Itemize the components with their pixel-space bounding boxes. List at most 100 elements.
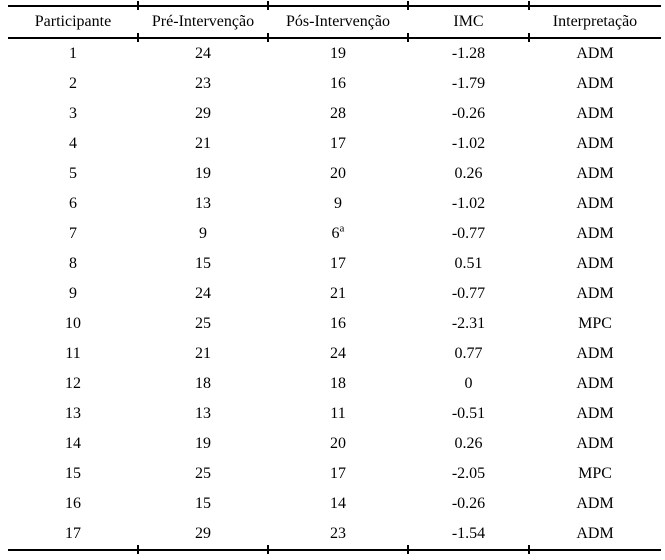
- participants-table: Participante Pré-Intervenção Pós-Interve…: [8, 1, 661, 554]
- table-row: 3 29 28 -0.26 ADM: [8, 99, 661, 129]
- table-cell: 5: [69, 165, 77, 182]
- table-row: 2 23 16 -1.79 ADM: [8, 69, 661, 99]
- table-cell: 19: [195, 165, 211, 182]
- table-cell: -1.02: [451, 135, 486, 152]
- table-cell: 19: [330, 45, 346, 62]
- table-header-row: Participante Pré-Intervenção Pós-Interve…: [8, 7, 661, 37]
- table-cell: 13: [65, 405, 81, 422]
- table-cell: 29: [195, 105, 211, 122]
- table-cell: 16: [330, 315, 346, 332]
- table-cell: ADM: [576, 225, 614, 242]
- table-cell: 7: [69, 225, 77, 242]
- table-row: 14 19 20 0.26 ADM: [8, 429, 661, 459]
- table-cell: 21: [195, 135, 211, 152]
- table-row: 7 9 6a -0.77 ADM: [8, 219, 661, 249]
- table-cell: 0.26: [454, 165, 483, 182]
- table-cell: 29: [195, 525, 211, 542]
- table-cell: ADM: [576, 195, 614, 212]
- table-row: 17 29 23 -1.54 ADM: [8, 519, 661, 549]
- table-row: 16 15 14 -0.26 ADM: [8, 489, 661, 519]
- table-body: 1 24 19 -1.28 ADM 2 23 16 -1.79 ADM 3 29 28 -0.26 ADM 4…: [8, 39, 661, 549]
- table-cell: 15: [195, 495, 211, 512]
- column-header-pos-intervencao: Pós-Intervenção: [286, 13, 390, 30]
- table-cell: 10: [65, 315, 81, 332]
- table-cell: 4: [69, 135, 77, 152]
- table-cell: 11: [330, 405, 346, 422]
- table-row: 13 13 11 -0.51 ADM: [8, 399, 661, 429]
- column-divider-tick: [267, 1, 269, 10]
- column-divider-tick: [267, 33, 269, 42]
- table-top-rule: [8, 1, 661, 10]
- table-row: 6 13 9 -1.02 ADM: [8, 189, 661, 219]
- column-divider-tick: [407, 33, 409, 42]
- table-cell: 17: [65, 525, 81, 542]
- header-separator-rule: [8, 33, 661, 42]
- table-cell: 15: [195, 255, 211, 272]
- table-cell: 18: [330, 375, 346, 392]
- table-cell: 28: [330, 105, 346, 122]
- table-cell: 14: [65, 435, 81, 452]
- table-cell: ADM: [576, 375, 614, 392]
- table-cell: ADM: [576, 495, 614, 512]
- table-row: 12 18 18 0 ADM: [8, 369, 661, 399]
- table-row: 8 15 17 0.51 ADM: [8, 249, 661, 279]
- table-cell: 20: [330, 165, 346, 182]
- table-cell: 3: [69, 105, 77, 122]
- table-cell: MPC: [578, 465, 612, 482]
- table-cell: 17: [330, 255, 346, 272]
- column-divider-tick: [528, 545, 530, 554]
- table-cell: ADM: [576, 165, 614, 182]
- table-cell: 23: [330, 525, 346, 542]
- column-divider-tick: [407, 1, 409, 10]
- table-cell: -2.31: [451, 315, 486, 332]
- table-cell: ADM: [576, 405, 614, 422]
- table-row: 15 25 17 -2.05 MPC: [8, 459, 661, 489]
- table-cell: 18: [195, 375, 211, 392]
- column-header-imc: IMC: [453, 13, 484, 30]
- column-divider-tick: [528, 33, 530, 42]
- table-cell: 14: [330, 495, 346, 512]
- table-cell: 12: [65, 375, 81, 392]
- column-header-interpretacao: Interpretação: [552, 13, 638, 30]
- table-cell: -0.51: [451, 405, 486, 422]
- table-cell: -0.26: [451, 495, 486, 512]
- table-cell: 16: [65, 495, 81, 512]
- table-cell: ADM: [576, 345, 614, 362]
- column-divider-tick: [407, 545, 409, 554]
- table-cell: ADM: [576, 105, 614, 122]
- table-row: 10 25 16 -2.31 MPC: [8, 309, 661, 339]
- column-header-participante: Participante: [34, 13, 112, 30]
- table-cell: ADM: [576, 75, 614, 92]
- table-cell: 9: [69, 285, 77, 302]
- table-row: 11 21 24 0.77 ADM: [8, 339, 661, 369]
- table-cell: 13: [195, 195, 211, 212]
- table-cell: 13: [195, 405, 211, 422]
- table-cell: 2: [69, 75, 77, 92]
- table-cell: 17: [330, 135, 346, 152]
- table-cell: 19: [195, 435, 211, 452]
- table-cell: 24: [195, 285, 211, 302]
- table-cell: MPC: [578, 315, 612, 332]
- table-cell: 0.51: [454, 255, 483, 272]
- table-cell: 21: [330, 285, 346, 302]
- column-divider-tick: [528, 1, 530, 10]
- table-cell: ADM: [576, 525, 614, 542]
- table-cell: 24: [330, 345, 346, 362]
- table-cell: -1.02: [451, 195, 486, 212]
- table-cell: -0.77: [451, 285, 486, 302]
- table-cell: -0.77: [451, 225, 486, 242]
- table-row: 5 19 20 0.26 ADM: [8, 159, 661, 189]
- table-cell: 16: [330, 75, 346, 92]
- table-cell: -1.54: [451, 525, 486, 542]
- table-cell: 15: [65, 465, 81, 482]
- column-header-pre-intervencao: Pré-Intervenção: [151, 13, 255, 30]
- table-cell: 1: [69, 45, 77, 62]
- table-cell: 21: [195, 345, 211, 362]
- table-cell: ADM: [576, 285, 614, 302]
- table-cell: 23: [195, 75, 211, 92]
- table-cell: 0.26: [454, 435, 483, 452]
- table-bottom-rule: [8, 545, 661, 554]
- column-divider-tick: [137, 1, 139, 10]
- table-cell: -1.28: [451, 45, 486, 62]
- table-cell: 9: [199, 225, 207, 242]
